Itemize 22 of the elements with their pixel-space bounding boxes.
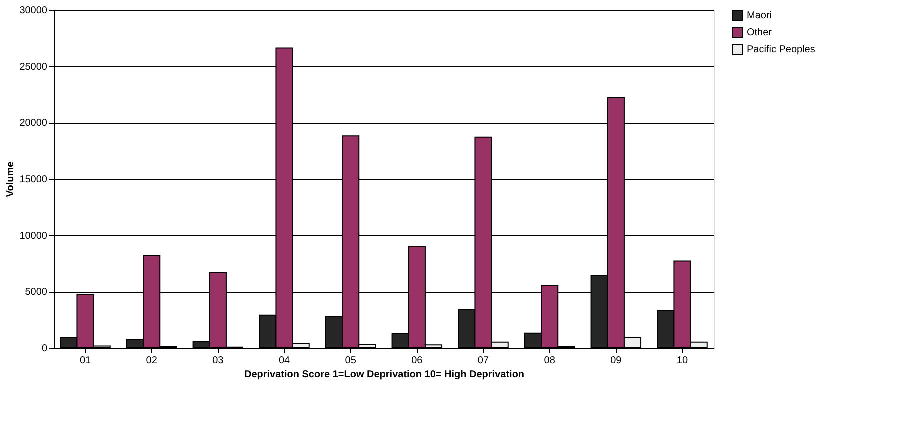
x-tick-label: 10	[676, 356, 688, 366]
legend-label: Pacific Peoples	[747, 44, 816, 56]
x-tick-label: 06	[412, 356, 424, 366]
x-tick-label: 09	[610, 356, 622, 366]
x-tick-label: 02	[146, 356, 158, 366]
x-tick-label: 03	[212, 356, 224, 366]
y-tick-label: 10000	[20, 230, 48, 242]
x-tick-label: 05	[345, 356, 357, 366]
x-tick-label: 04	[278, 356, 290, 366]
y-tick-label: 30000	[20, 6, 48, 16]
x-axis-title: Deprivation Score 1=Low Deprivation 10= High Deprivation	[244, 370, 525, 380]
y-axis-title: Volume	[6, 161, 17, 198]
y-tick-label: 25000	[20, 62, 48, 73]
y-tick-label: 20000	[20, 118, 48, 130]
y-tick-label: 15000	[20, 174, 48, 186]
x-tick-label: 08	[544, 356, 556, 366]
x-tick-label: 01	[80, 356, 92, 366]
y-tick-label: 5000	[25, 287, 48, 298]
x-tick-label: 07	[478, 356, 490, 366]
y-tick-label: 0	[42, 344, 48, 354]
legend-label: Maori	[747, 10, 772, 22]
legend-label: Other	[747, 28, 773, 38]
